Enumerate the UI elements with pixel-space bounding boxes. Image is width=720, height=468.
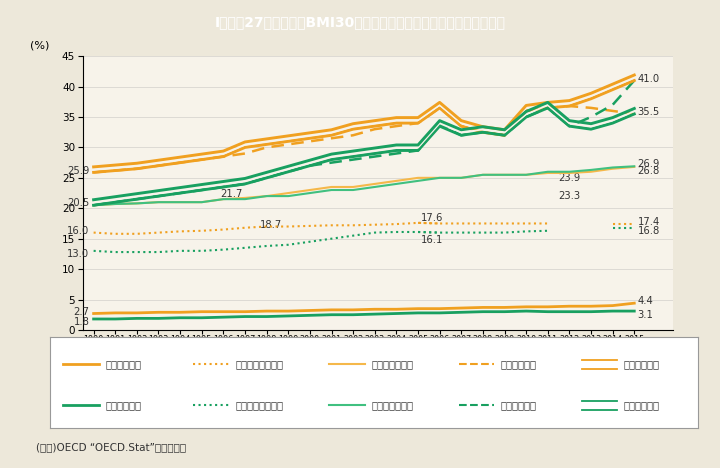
Text: (平成3): (平成3) — [105, 360, 125, 370]
Text: ドイツ（女性）: ドイツ（女性） — [372, 359, 413, 369]
Text: 13.0: 13.0 — [67, 249, 89, 259]
Text: (平成10): (平成10) — [233, 360, 258, 370]
Text: 1.8: 1.8 — [73, 317, 89, 327]
Text: 35.5: 35.5 — [637, 107, 660, 117]
Text: 年): 年) — [660, 341, 668, 350]
Text: ドイツ（男性）: ドイツ（男性） — [372, 401, 413, 410]
Text: (平成27): (平成27) — [622, 360, 647, 370]
Text: 25.9: 25.9 — [67, 166, 89, 176]
Text: (平成18): (平成18) — [427, 360, 452, 370]
Text: (平成24): (平成24) — [557, 360, 582, 370]
Text: 3.1: 3.1 — [637, 310, 653, 320]
Text: 16.0: 16.0 — [67, 226, 89, 236]
Text: 23.3: 23.3 — [558, 191, 580, 201]
Text: (%): (%) — [30, 41, 49, 51]
Text: 米国（男性）: 米国（男性） — [624, 401, 660, 410]
Text: 17.4: 17.4 — [637, 217, 660, 227]
Text: 日本（女性）: 日本（女性） — [106, 359, 142, 369]
Text: 英国（女性）: 英国（女性） — [501, 359, 537, 369]
Text: 21.7: 21.7 — [220, 189, 243, 198]
Text: 16.1: 16.1 — [421, 235, 444, 245]
Text: (平成2): (平成2) — [84, 360, 104, 370]
Text: (平成26): (平成26) — [600, 360, 625, 370]
Text: Ⅰ－特－27図　肥満（BMI30以上）の占める割合の推移（国際比較）: Ⅰ－特－27図 肥満（BMI30以上）の占める割合の推移（国際比較） — [215, 15, 505, 29]
Text: 26.9: 26.9 — [637, 159, 660, 169]
Text: 日本（男性）: 日本（男性） — [106, 401, 142, 410]
Text: (備考)OECD “OECD.Stat”より作成。: (備考)OECD “OECD.Stat”より作成。 — [36, 442, 186, 452]
Text: 16.8: 16.8 — [637, 227, 660, 236]
Text: フランス（女性）: フランス（女性） — [235, 359, 283, 369]
Text: 4.4: 4.4 — [637, 296, 653, 307]
Text: 17.6: 17.6 — [421, 213, 444, 223]
Text: フランス（男性）: フランス（男性） — [235, 401, 283, 410]
Text: 2.7: 2.7 — [73, 307, 89, 317]
Text: 41.0: 41.0 — [637, 73, 660, 84]
Text: 18.7: 18.7 — [260, 219, 282, 230]
Text: 23.9: 23.9 — [558, 174, 580, 183]
Text: 米国（女性）: 米国（女性） — [624, 359, 660, 369]
Text: 26.8: 26.8 — [637, 166, 660, 176]
Text: 英国（男性）: 英国（男性） — [501, 401, 537, 410]
Text: 20.5: 20.5 — [67, 198, 89, 208]
